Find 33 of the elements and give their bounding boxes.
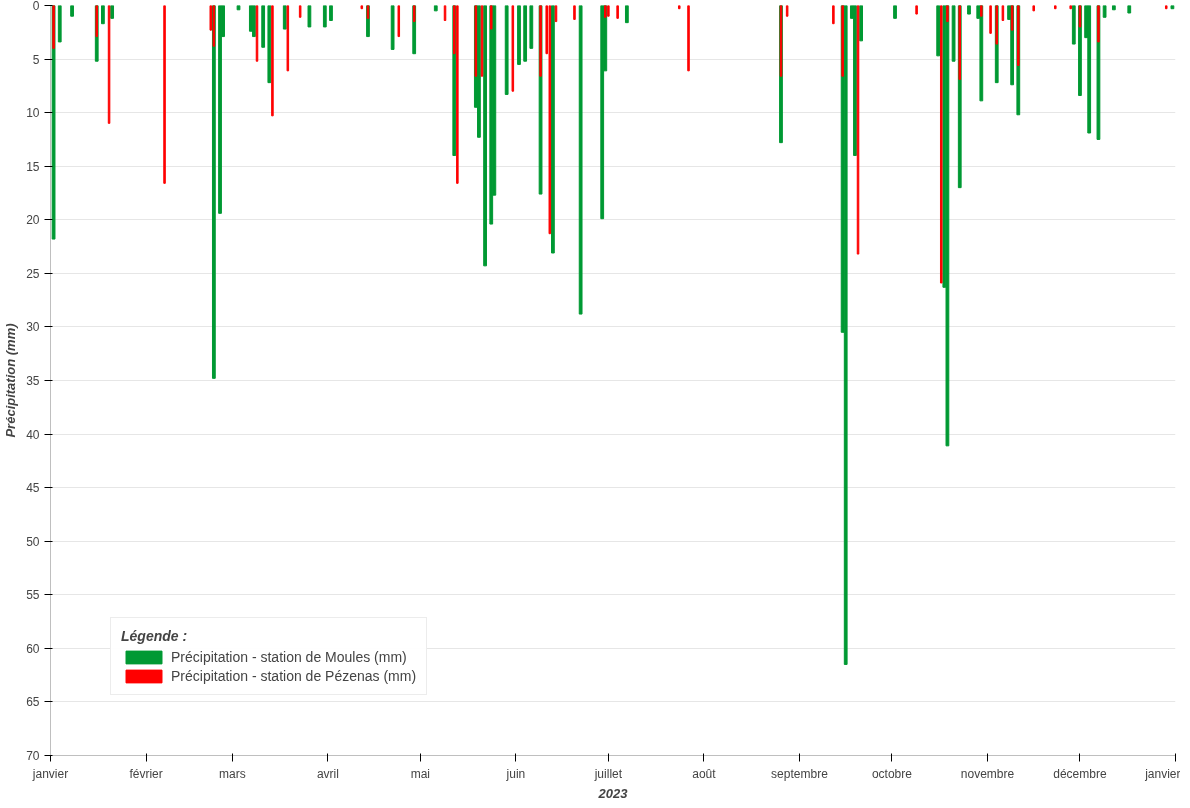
y-tick-label: 50: [26, 534, 40, 549]
y-tick-label: 10: [26, 106, 40, 121]
x-tick-label: février: [129, 766, 163, 781]
y-tick-label: 65: [26, 695, 40, 710]
legend-label: Précipitation - station de Pézenas (mm): [171, 668, 417, 684]
y-tick-label: 55: [26, 588, 40, 603]
legend-title: Légende :: [121, 628, 189, 644]
x-tick-label: août: [692, 766, 717, 781]
y-tick-label: 40: [26, 427, 40, 442]
y-tick-label: 0: [32, 0, 40, 13]
y-tick-label: 20: [26, 213, 40, 228]
legend-label: Précipitation - station de Moules (mm): [171, 649, 407, 665]
y-axis-title: Précipitation (mm): [3, 323, 19, 438]
y-tick-label: 30: [26, 320, 40, 335]
y-tick-label: 35: [26, 374, 40, 388]
x-tick-label: mai: [410, 766, 431, 781]
y-tick-label: 5: [32, 52, 40, 67]
y-tick-label: 25: [26, 266, 40, 281]
x-tick-label: juillet: [593, 766, 623, 781]
x-tick-label: octobre: [871, 766, 913, 781]
x-tick-label: novembre: [960, 766, 1015, 781]
x-tick-label: septembre: [771, 766, 829, 781]
x-tick-label: juin: [505, 766, 526, 781]
y-tick-label: 70: [26, 749, 40, 763]
x-tick-label: janvier: [1144, 766, 1181, 781]
x-tick-label: avril: [316, 766, 339, 781]
x-tick-label: décembre: [1053, 766, 1107, 781]
y-tick-label: 60: [26, 641, 40, 656]
x-tick-label: mars: [219, 766, 246, 781]
y-tick-label: 15: [26, 159, 40, 174]
x-axis-title: 2023: [597, 785, 629, 801]
x-tick-label: janvier: [31, 766, 69, 781]
y-tick-label: 45: [26, 481, 40, 496]
